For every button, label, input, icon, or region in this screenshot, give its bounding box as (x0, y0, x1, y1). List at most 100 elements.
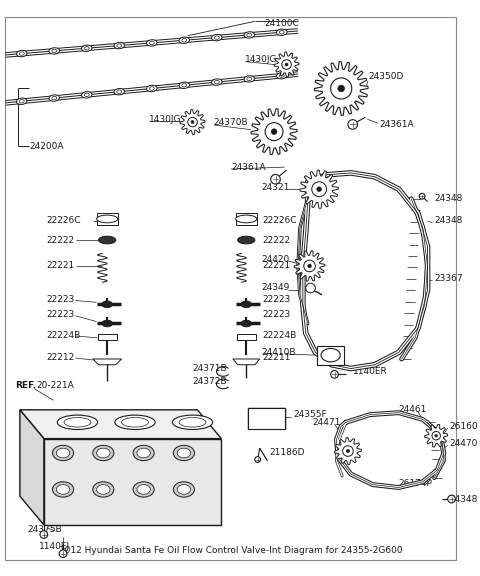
Bar (237, 334, 256, 340)
Text: 26174P: 26174P (399, 479, 432, 488)
Text: 24370B: 24370B (214, 118, 248, 127)
Polygon shape (425, 425, 448, 447)
Text: 26160: 26160 (450, 422, 478, 431)
Ellipse shape (149, 87, 154, 90)
Ellipse shape (49, 48, 60, 54)
Ellipse shape (247, 33, 252, 37)
Text: 1430JG: 1430JG (245, 55, 278, 64)
Text: 22211: 22211 (263, 353, 291, 362)
Ellipse shape (56, 484, 70, 494)
Circle shape (188, 118, 197, 127)
Text: 24349: 24349 (262, 283, 290, 293)
Circle shape (419, 194, 425, 199)
Circle shape (271, 128, 277, 135)
Ellipse shape (115, 415, 155, 430)
Circle shape (40, 530, 48, 539)
Ellipse shape (96, 484, 110, 494)
Ellipse shape (114, 43, 124, 49)
Polygon shape (44, 438, 221, 525)
Ellipse shape (19, 100, 24, 103)
Circle shape (308, 264, 312, 268)
Ellipse shape (238, 236, 255, 244)
Ellipse shape (16, 50, 27, 57)
Ellipse shape (177, 448, 191, 458)
Text: 24200A: 24200A (29, 142, 64, 150)
Polygon shape (274, 52, 299, 77)
Ellipse shape (247, 77, 252, 81)
Text: 24321: 24321 (262, 183, 290, 192)
Ellipse shape (19, 52, 24, 55)
Ellipse shape (82, 45, 92, 51)
Polygon shape (294, 251, 325, 281)
Ellipse shape (102, 301, 112, 308)
Polygon shape (314, 62, 368, 115)
Bar (236, 213, 257, 225)
Text: 1140ER: 1140ER (353, 367, 387, 376)
Text: 20-221A: 20-221A (36, 381, 74, 391)
Circle shape (435, 434, 438, 437)
Text: 24461: 24461 (399, 406, 427, 414)
Text: 22222: 22222 (263, 236, 291, 245)
Text: 22224B: 22224B (47, 331, 81, 339)
Circle shape (348, 120, 358, 129)
Circle shape (255, 457, 261, 463)
Ellipse shape (56, 448, 70, 458)
Ellipse shape (137, 448, 150, 458)
Ellipse shape (93, 482, 114, 497)
Polygon shape (335, 438, 361, 464)
Ellipse shape (279, 74, 284, 77)
Circle shape (312, 182, 326, 196)
Ellipse shape (173, 445, 194, 461)
Ellipse shape (114, 89, 124, 95)
Circle shape (331, 78, 352, 99)
Polygon shape (180, 109, 205, 135)
Text: 21186D: 21186D (269, 449, 305, 457)
Text: 22223: 22223 (263, 295, 291, 304)
Circle shape (304, 260, 315, 272)
Ellipse shape (177, 484, 191, 494)
Text: 23367: 23367 (434, 274, 463, 283)
Ellipse shape (236, 215, 257, 223)
Circle shape (306, 283, 315, 293)
Text: 24375B: 24375B (27, 525, 62, 534)
Text: 22223: 22223 (47, 295, 75, 304)
Ellipse shape (96, 448, 110, 458)
Ellipse shape (52, 96, 57, 100)
Ellipse shape (212, 35, 222, 41)
Circle shape (346, 449, 349, 453)
Ellipse shape (179, 82, 190, 89)
Ellipse shape (173, 482, 194, 497)
Text: 24470: 24470 (450, 439, 478, 448)
Ellipse shape (16, 98, 27, 104)
Text: 24348: 24348 (434, 194, 463, 203)
Text: 24471: 24471 (312, 418, 341, 427)
Text: 22223: 22223 (263, 310, 291, 319)
Text: 24355F: 24355F (293, 410, 327, 419)
Bar (317, 346, 344, 365)
Polygon shape (93, 359, 121, 365)
Text: 22221: 22221 (263, 262, 291, 271)
Ellipse shape (98, 236, 116, 244)
Circle shape (331, 370, 338, 378)
Ellipse shape (182, 84, 187, 87)
Ellipse shape (96, 215, 118, 223)
Polygon shape (20, 410, 221, 438)
Ellipse shape (149, 41, 154, 45)
Ellipse shape (212, 79, 222, 85)
Text: 22226C: 22226C (263, 217, 297, 225)
Text: 22222: 22222 (47, 236, 75, 245)
Ellipse shape (137, 484, 150, 494)
Text: 22223: 22223 (47, 310, 75, 319)
Ellipse shape (82, 92, 92, 98)
Ellipse shape (117, 44, 121, 47)
Circle shape (59, 550, 67, 558)
Ellipse shape (321, 348, 340, 362)
Polygon shape (233, 359, 260, 365)
Polygon shape (20, 410, 44, 525)
Polygon shape (251, 109, 297, 154)
Text: 22226C: 22226C (47, 217, 81, 225)
Circle shape (282, 60, 291, 69)
Ellipse shape (182, 39, 187, 42)
Circle shape (338, 85, 345, 92)
Ellipse shape (244, 75, 254, 82)
